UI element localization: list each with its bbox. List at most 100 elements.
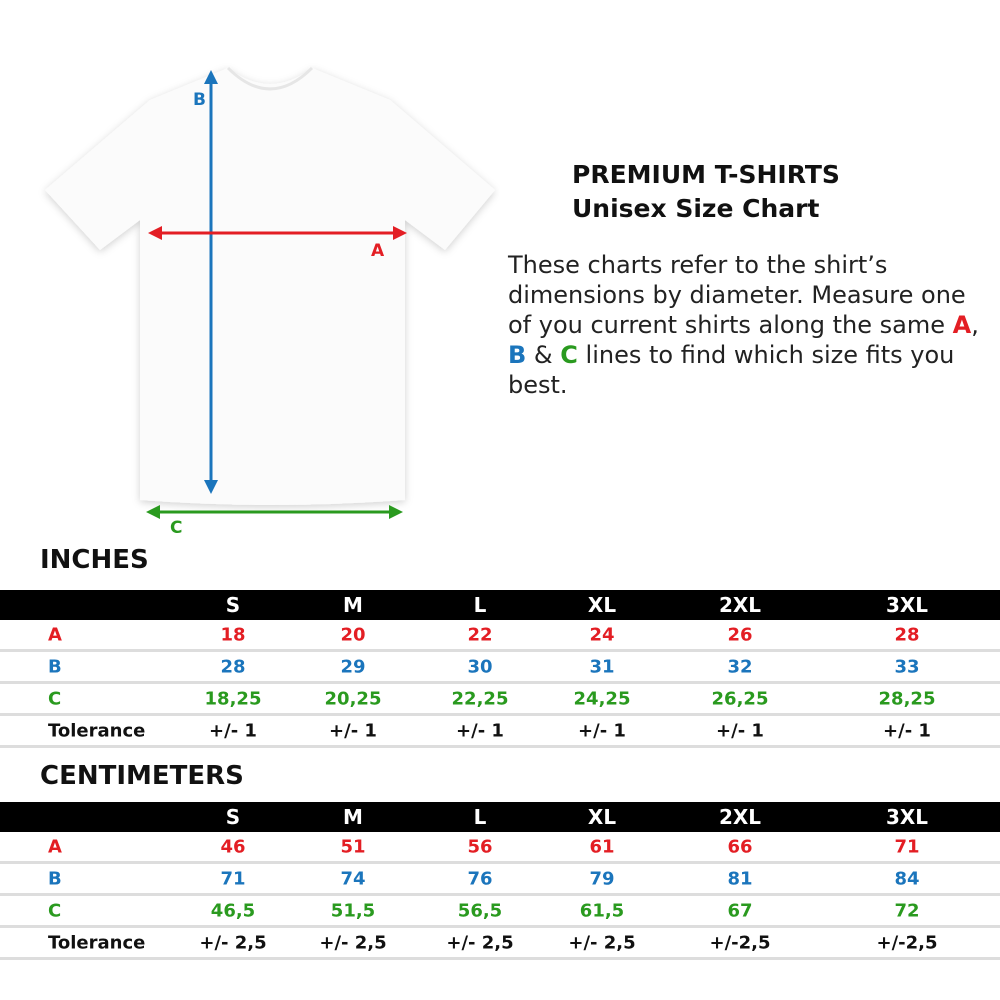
table-cell: 66	[727, 836, 753, 857]
size-header-cell: M	[343, 805, 363, 829]
centimeters-table: S M L XL 2XL 3XL A 46 51 56 61 66 71 B 71 74 76 79 81 84 C 46…	[0, 802, 1000, 960]
table-cell: +/- 1	[456, 720, 504, 741]
description-text: These charts refer to the shirt’s dimens…	[508, 251, 966, 339]
tshirt-image	[45, 68, 495, 505]
table-row: A 18 20 22 24 26 28	[0, 620, 1000, 652]
table-row: Tolerance +/- 1 +/- 1 +/- 1 +/- 1 +/- 1 +/- 1	[0, 716, 1000, 748]
table-cell: 28,25	[878, 688, 936, 709]
table-cell: 79	[589, 868, 615, 889]
table-cell: 20	[340, 624, 366, 645]
arrow-b	[204, 70, 218, 494]
description-text: lines to find which size fits you best.	[508, 341, 955, 399]
page-title: PREMIUM T-SHIRTS	[572, 160, 840, 189]
table-cell: 71	[220, 868, 246, 889]
tshirt-diagram	[45, 66, 495, 519]
table-cell: +/- 1	[716, 720, 764, 741]
row-label: Tolerance	[48, 932, 146, 953]
table-row: A 46 51 56 61 66 71	[0, 832, 1000, 864]
table-cell: 24,25	[573, 688, 631, 709]
table-cell: 84	[894, 868, 920, 889]
table-cell: 61	[589, 836, 615, 857]
table-cell: 46	[220, 836, 246, 857]
table-row: C 18,25 20,25 22,25 24,25 26,25 28,25	[0, 684, 1000, 716]
table-cell: 18	[220, 624, 246, 645]
highlight-b: B	[508, 341, 527, 369]
section-title-inches: INCHES	[40, 545, 149, 575]
table-cell: 28	[220, 656, 246, 677]
table-cell: 26,25	[711, 688, 769, 709]
row-label: B	[48, 656, 62, 677]
separator: &	[526, 341, 561, 369]
table-cell: 51,5	[330, 900, 376, 921]
table-cell: 31	[589, 656, 615, 677]
description: These charts refer to the shirt’s dimens…	[508, 250, 988, 400]
table-row: Tolerance +/- 2,5 +/- 2,5 +/- 2,5 +/- 2,5 +/-…	[0, 928, 1000, 960]
table-row: B 28 29 30 31 32 33	[0, 652, 1000, 684]
row-label: Tolerance	[48, 720, 146, 741]
size-header-row: S M L XL 2XL 3XL	[0, 802, 1000, 832]
table-cell: 28	[894, 624, 920, 645]
table-cell: 81	[727, 868, 753, 889]
section-title-centimeters: CENTIMETERS	[40, 761, 244, 791]
table-cell: 30	[467, 656, 493, 677]
size-header-row: S M L XL 2XL 3XL	[0, 590, 1000, 620]
table-cell: 51	[340, 836, 366, 857]
arrow-c	[146, 505, 403, 519]
highlight-a: A	[952, 311, 972, 339]
label-a: A	[371, 241, 385, 261]
table-cell: +/- 2,5	[319, 932, 387, 953]
size-header-cell: S	[225, 593, 241, 617]
size-header-cell: 3XL	[885, 593, 929, 617]
table-cell: 24	[589, 624, 615, 645]
table-cell: +/- 1	[883, 720, 931, 741]
table-cell: 20,25	[324, 688, 382, 709]
arrow-a	[148, 226, 407, 240]
table-cell: +/-2,5	[709, 932, 771, 953]
row-label: B	[48, 868, 62, 889]
size-header-cell: S	[225, 805, 241, 829]
row-label: C	[48, 900, 62, 921]
table-cell: 33	[894, 656, 920, 677]
page-subtitle: Unisex Size Chart	[572, 194, 820, 223]
table-cell: 61,5	[579, 900, 625, 921]
size-header-cell: XL	[587, 805, 617, 829]
table-cell: 22,25	[451, 688, 509, 709]
highlight-c: C	[560, 341, 578, 369]
table-cell: 74	[340, 868, 366, 889]
table-cell: 56	[467, 836, 493, 857]
size-header-cell: L	[473, 805, 487, 829]
table-cell: 18,25	[204, 688, 262, 709]
table-cell: +/- 2,5	[568, 932, 636, 953]
label-b: B	[193, 90, 206, 110]
size-header-cell: M	[343, 593, 363, 617]
row-label: A	[48, 836, 62, 857]
table-cell: +/- 1	[329, 720, 377, 741]
size-header-cell: XL	[587, 593, 617, 617]
inches-table: S M L XL 2XL 3XL A 18 20 22 24 26 28 B 28 29 30 31 32 33 C 18…	[0, 590, 1000, 748]
table-cell: 76	[467, 868, 493, 889]
table-cell: +/- 1	[578, 720, 626, 741]
size-header-cell: L	[473, 593, 487, 617]
size-header-cell: 3XL	[885, 805, 929, 829]
table-cell: 67	[727, 900, 753, 921]
size-header-cell: 2XL	[718, 805, 762, 829]
table-row: B 71 74 76 79 81 84	[0, 864, 1000, 896]
table-cell: +/- 2,5	[199, 932, 267, 953]
table-cell: +/- 2,5	[446, 932, 514, 953]
table-cell: 29	[340, 656, 366, 677]
size-header-cell: 2XL	[718, 593, 762, 617]
table-cell: 72	[894, 900, 920, 921]
table-cell: 56,5	[457, 900, 503, 921]
table-row: C 46,5 51,5 56,5 61,5 67 72	[0, 896, 1000, 928]
table-cell: 26	[727, 624, 753, 645]
table-cell: 46,5	[210, 900, 256, 921]
label-c: C	[170, 518, 183, 538]
table-cell: +/-2,5	[876, 932, 938, 953]
separator: ,	[971, 311, 979, 339]
table-cell: 22	[467, 624, 493, 645]
row-label: C	[48, 688, 62, 709]
table-cell: 32	[727, 656, 753, 677]
row-label: A	[48, 624, 62, 645]
table-cell: 71	[894, 836, 920, 857]
